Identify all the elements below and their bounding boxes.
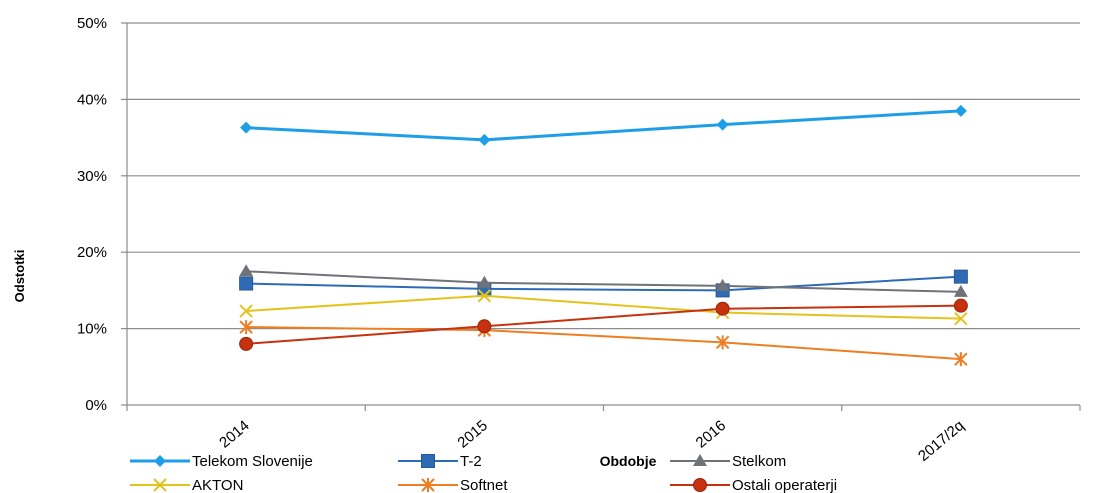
data-point (953, 298, 968, 313)
data-point (954, 311, 968, 326)
data-point (953, 284, 968, 297)
data-point (239, 276, 254, 291)
series-lines (239, 104, 968, 367)
legend-marker (421, 454, 435, 468)
series-line (246, 109, 961, 142)
data-point (477, 275, 492, 288)
x-tick-label: 2014 (216, 417, 252, 451)
data-point (239, 320, 253, 335)
legend-label: AKTON (192, 477, 243, 493)
x-tick-label: 2016 (693, 417, 729, 451)
y-axis-title: Odstotki (12, 250, 27, 303)
series-line (246, 270, 961, 293)
data-point (954, 104, 967, 117)
data-point (239, 264, 254, 277)
legend-item: Ostali operaterji (670, 477, 837, 493)
data-point (715, 335, 730, 350)
x-tick-label: 2015 (454, 417, 490, 451)
legend-marker (693, 478, 707, 492)
data-point (954, 352, 968, 367)
data-point (715, 301, 730, 316)
series-stelkom (239, 264, 968, 297)
series-line (246, 275, 961, 292)
data-point (953, 269, 968, 284)
legend-marker (153, 478, 167, 492)
y-tick-label: 10% (77, 321, 107, 338)
legend-label: Stelkom (732, 453, 786, 470)
data-point (477, 289, 492, 303)
legend: Telekom Slovenije T-2 Stelkom AKTON Softnet O… (130, 453, 837, 493)
legend-label: Telekom Slovenije (192, 453, 313, 470)
legend-label: T-2 (460, 453, 482, 470)
legend-label: Softnet (460, 477, 508, 493)
legend-item: Telekom Slovenije (130, 453, 313, 470)
y-tick-label: 40% (77, 91, 107, 108)
legend-item: Softnet (398, 477, 508, 493)
legend-item: T-2 (398, 453, 482, 470)
x-tick-labels: 2014 2015 2016 2017/2q (216, 417, 967, 465)
y-tick-label: 20% (77, 244, 107, 261)
data-point (239, 304, 253, 318)
data-point (239, 336, 254, 351)
gridlines (127, 22, 1080, 330)
x-tick-label: 2017/2q (915, 417, 967, 465)
legend-marker (154, 455, 166, 467)
y-tick-label: 30% (77, 168, 107, 185)
series-line (246, 294, 961, 320)
x-axis-title: Obdobje (600, 453, 657, 469)
y-tick-labels: 0% 10% 20% 30% 40% 50% (77, 15, 107, 414)
series-softnet (239, 320, 968, 367)
data-point (478, 133, 491, 146)
legend-marker (693, 454, 707, 466)
data-point (240, 121, 253, 134)
data-point (715, 278, 730, 291)
series-line (246, 326, 961, 361)
legend-label: Ostali operaterji (732, 477, 837, 493)
data-point (477, 319, 492, 334)
data-point (716, 118, 729, 131)
legend-item: Stelkom (670, 453, 786, 470)
legend-item: AKTON (130, 477, 243, 493)
y-tick-label: 0% (85, 397, 107, 414)
y-tick-label: 50% (77, 15, 107, 32)
series-ostali-operaterji (239, 298, 968, 351)
series-telekom-slovenije (240, 104, 967, 146)
series-line (246, 304, 961, 345)
legend-marker (421, 478, 435, 492)
axes (121, 22, 1081, 411)
